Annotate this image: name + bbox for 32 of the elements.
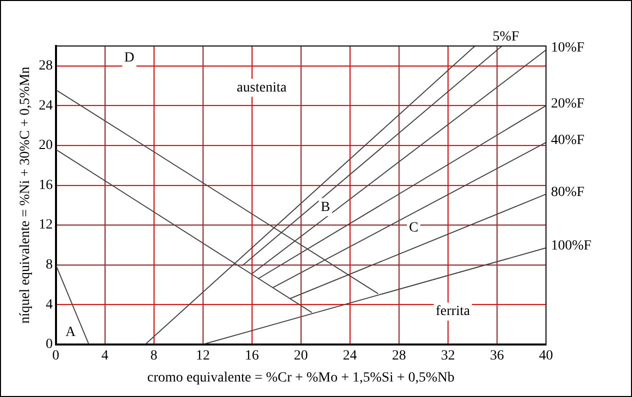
y-tick-label: 20 bbox=[38, 138, 53, 154]
x-tick-label: 28 bbox=[392, 348, 406, 364]
x-tick-label: 20 bbox=[294, 348, 308, 364]
y-tick-label: 28 bbox=[38, 58, 53, 74]
annotation: D bbox=[124, 50, 134, 66]
annotation: A bbox=[65, 325, 76, 340]
y-tick-label: 0 bbox=[46, 337, 53, 352]
y-tick-label: 24 bbox=[38, 98, 53, 114]
y-tick-label: 12 bbox=[38, 218, 53, 233]
annotation: C bbox=[408, 220, 418, 236]
series-label: 40%F bbox=[551, 133, 585, 148]
y-tick-label: 4 bbox=[46, 297, 53, 312]
x-tick-label: 24 bbox=[342, 348, 357, 364]
y-tick-label: 8 bbox=[46, 258, 53, 272]
series-label: 100%F bbox=[551, 238, 592, 254]
x-tick-label: 8 bbox=[150, 348, 158, 364]
series-label: 80%F bbox=[551, 184, 585, 200]
x-tick-label: 36 bbox=[490, 348, 504, 364]
x-tick-label: 12 bbox=[196, 348, 210, 364]
x-tick-label: 4 bbox=[101, 348, 108, 364]
annotation: ferrita bbox=[436, 304, 471, 320]
series-label: 10%F bbox=[551, 40, 585, 56]
x-tick-label: 32 bbox=[440, 348, 455, 364]
x-tick-label: 16 bbox=[244, 348, 259, 364]
annotation: B bbox=[320, 200, 330, 215]
y-tick-label: 16 bbox=[38, 178, 53, 193]
y-axis-title: níquel equivalente = %Ni + 30%C + 0,5%Mn bbox=[18, 66, 34, 324]
series-label: 5%F bbox=[492, 30, 520, 45]
x-axis-title: cromo equivalente = %Cr + %Mo + 1,5%Si + 0,5%Nb bbox=[147, 370, 455, 386]
series-label: 20%F bbox=[551, 96, 585, 112]
annotation: austenita bbox=[236, 80, 288, 96]
x-tick-label: 40 bbox=[539, 348, 553, 364]
